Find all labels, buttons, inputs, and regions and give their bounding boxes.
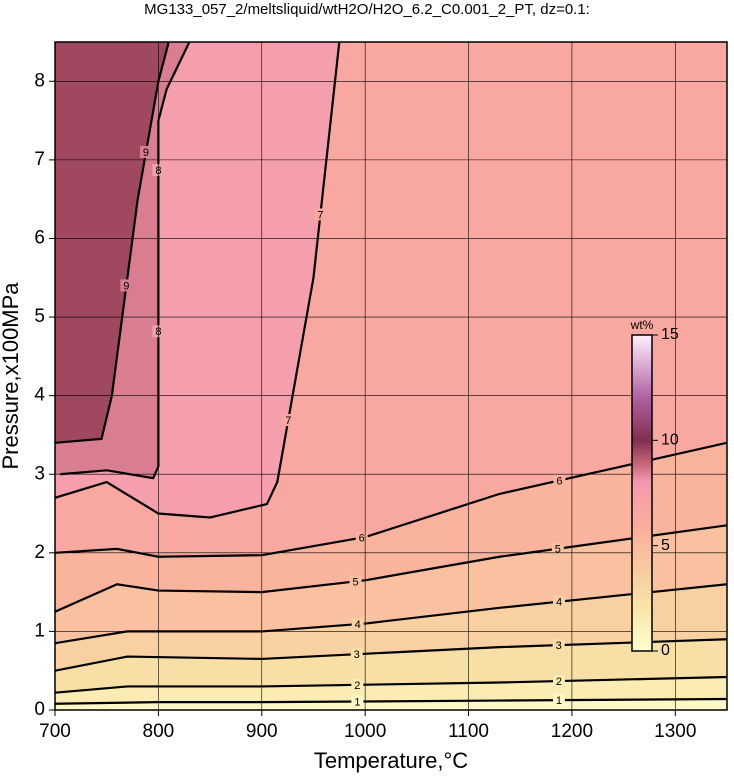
contour-label: 9 (123, 280, 129, 292)
chart-title: MG133_057_2/meltsliquid/wtH2O/H2O_6.2_C0… (144, 1, 590, 18)
x-tick-label: 1100 (448, 721, 489, 742)
contour-label-bg (552, 675, 565, 688)
contour-label-bg (351, 695, 364, 708)
y-tick-label: 4 (34, 385, 45, 406)
colorbar-tick-label: 0 (661, 642, 670, 659)
contour-label-bg (553, 595, 566, 608)
x-tick-label: 700 (39, 721, 71, 742)
contour-label: 7 (285, 415, 291, 427)
y-tick-label: 5 (34, 306, 45, 327)
contour-label-bg (282, 413, 295, 426)
contour-label-bg (553, 474, 566, 487)
contour-label: 3 (556, 640, 562, 652)
contour-label-bg (314, 208, 327, 221)
colorbar-tick-label: 10 (661, 432, 679, 449)
y-tick-label: 2 (34, 542, 45, 563)
x-tick-label: 1000 (344, 721, 386, 742)
contour-label-bg (355, 531, 368, 544)
region-fill (55, 42, 169, 443)
colorbar-label: wt% (630, 318, 654, 332)
x-tick-label: 1300 (654, 721, 696, 742)
contour-label: 2 (556, 676, 562, 688)
y-axis-label: Pressure,x100MPa (0, 282, 23, 470)
x-axis-label: Temperature,°C (314, 748, 468, 773)
contour-label: 9 (143, 147, 149, 159)
contour-label-bg (350, 648, 363, 661)
contour-label: 6 (556, 475, 562, 487)
y-tick-label: 8 (34, 70, 45, 91)
colorbar-tick-label: 5 (661, 537, 670, 554)
contour-label-bg (351, 678, 364, 691)
plot-frame (54, 41, 728, 711)
x-tick-label: 900 (246, 721, 278, 742)
y-tick-label: 0 (34, 699, 45, 720)
contour-label: 5 (352, 576, 358, 588)
y-tick-label: 6 (34, 227, 45, 248)
contour-label-bg (349, 575, 362, 588)
contour-label-bg (552, 694, 565, 707)
contour-label-bg (139, 145, 152, 158)
contour-label: 4 (556, 597, 562, 609)
contour-label: 4 (355, 619, 361, 631)
contour-label: 7 (317, 209, 323, 221)
x-tick-label: 1200 (551, 721, 593, 742)
colorbar-tick-label: 15 (661, 326, 679, 343)
contour-label: 6 (359, 533, 365, 545)
contour-line (55, 42, 170, 444)
contour-label: 1 (556, 695, 562, 707)
contour-label-bg (351, 618, 364, 631)
contour-label: 1 (354, 696, 360, 708)
contour-line (55, 583, 727, 645)
contour-label: 5 (555, 544, 561, 556)
contour-label: 2 (354, 680, 360, 692)
colorbar (631, 334, 653, 652)
y-tick-label: 1 (34, 620, 45, 641)
contour-line (55, 42, 341, 519)
y-tick-label: 3 (34, 463, 45, 484)
contour-label: 3 (354, 649, 360, 661)
x-tick-label: 800 (143, 721, 175, 742)
contour-label-bg (551, 542, 564, 555)
contour-label-bg (552, 639, 565, 652)
y-tick-label: 7 (34, 149, 45, 170)
contour-label-bg (120, 279, 133, 292)
